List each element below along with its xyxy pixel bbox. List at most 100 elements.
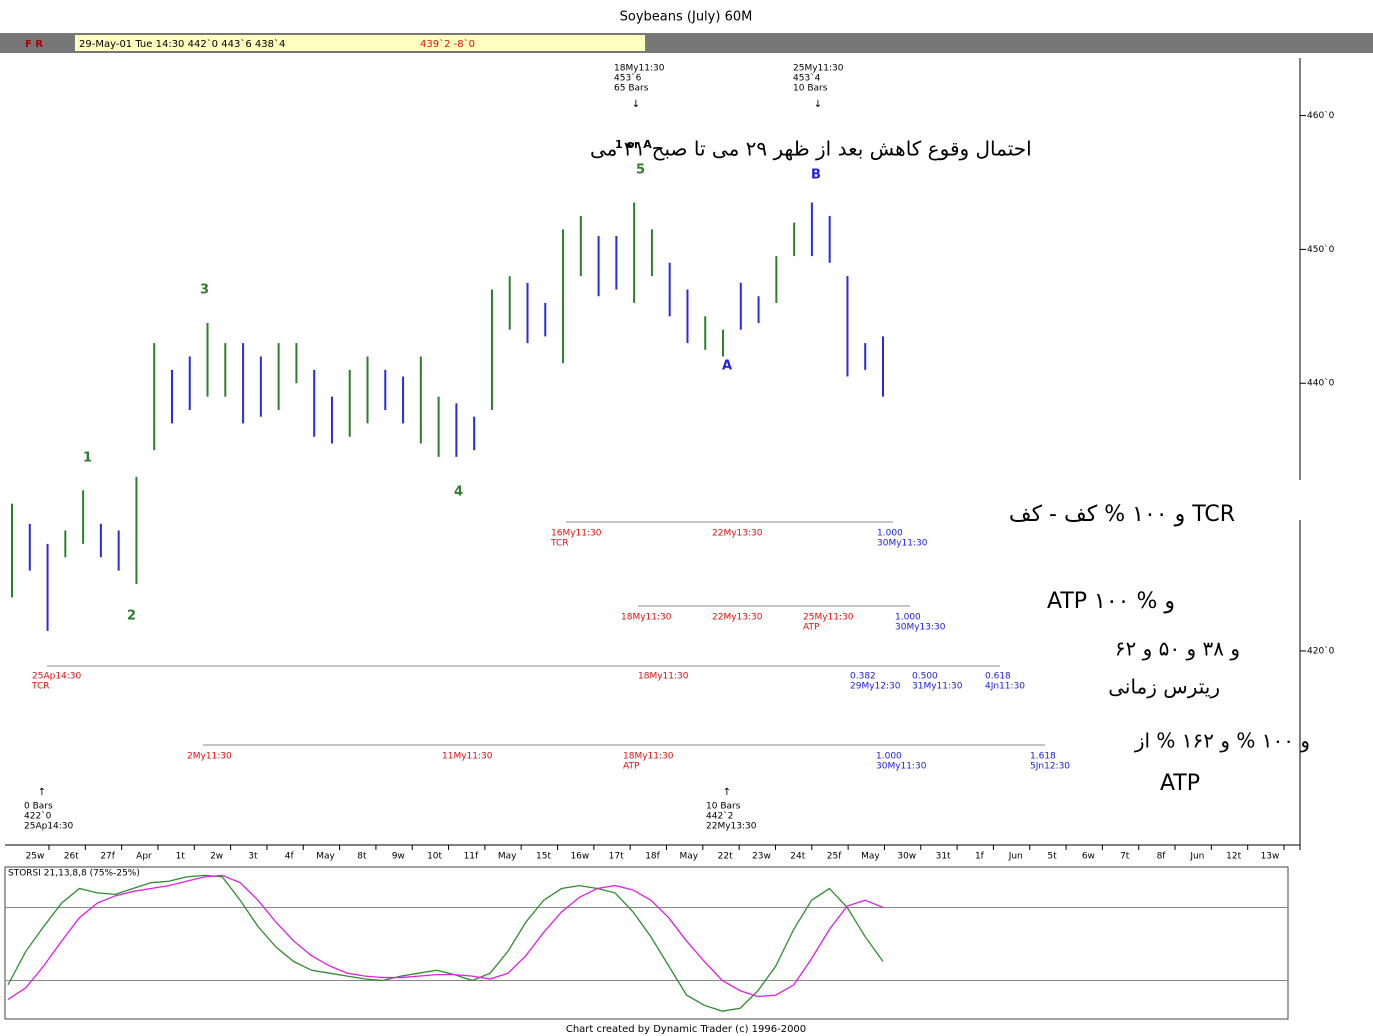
proj-label: ATP bbox=[803, 623, 820, 633]
proj-label: 2My11:30 bbox=[187, 752, 232, 762]
x-tick-label: 25w bbox=[26, 852, 45, 862]
x-tick-label: 15t bbox=[536, 852, 551, 862]
wave-label: 3 bbox=[200, 283, 209, 298]
x-tick-label: 1f bbox=[975, 852, 985, 862]
proj-label: 25My11:30 bbox=[803, 613, 854, 623]
x-tick-label: May bbox=[316, 852, 335, 862]
proj-label: 31My11:30 bbox=[912, 682, 963, 692]
proj-label: TCR bbox=[550, 539, 569, 549]
x-tick-label: 5t bbox=[1047, 852, 1057, 862]
wave-label: 2 bbox=[127, 609, 136, 624]
x-tick-label: 4f bbox=[285, 852, 295, 862]
osc-title: STORSI 21,13,8,8 (75%-25%) bbox=[8, 869, 140, 879]
marker-text: 22My13:30 bbox=[706, 822, 757, 832]
y-tick-label: 440`0 bbox=[1307, 378, 1335, 389]
proj-label: 22My13:30 bbox=[712, 529, 763, 539]
x-tick-label: 24t bbox=[790, 852, 805, 862]
proj-label: 18My11:30 bbox=[623, 752, 674, 762]
proj-label: 11My11:30 bbox=[442, 752, 493, 762]
x-tick-label: 16w bbox=[570, 852, 589, 862]
proj-note: و ۳۸ و ۵۰ و ۶۲ bbox=[1115, 637, 1240, 661]
y-tick-label: 460`0 bbox=[1307, 110, 1335, 121]
chart-title: Soybeans (July) 60M bbox=[620, 10, 753, 25]
x-tick-label: 6w bbox=[1082, 852, 1095, 862]
wave-label: 1 or A bbox=[615, 138, 652, 151]
x-tick-label: 3t bbox=[248, 852, 258, 862]
flags: F R bbox=[25, 39, 43, 50]
proj-label: ATP bbox=[623, 762, 640, 772]
proj-label: 18My11:30 bbox=[638, 672, 689, 682]
x-tick-label: 17t bbox=[609, 852, 624, 862]
proj-note: و ۱۰۰ % کف - کف TCR bbox=[1009, 502, 1235, 527]
x-tick-label: 9w bbox=[392, 852, 405, 862]
x-tick-label: Jun bbox=[1008, 852, 1023, 862]
proj-note: ATP ۱۰۰ % و bbox=[1047, 589, 1175, 614]
quote: 29-May-01 Tue 14:30 442`0 443`6 438`4 bbox=[79, 38, 285, 50]
wave-label: 4 bbox=[454, 485, 463, 500]
marker-text: 453`6 bbox=[614, 73, 642, 84]
arrow: ↑ bbox=[38, 787, 46, 798]
x-tick-label: 13w bbox=[1261, 852, 1280, 862]
marker-text: 453`4 bbox=[793, 73, 821, 84]
marker-text: 10 Bars bbox=[793, 84, 828, 94]
x-tick-label: May bbox=[498, 852, 517, 862]
osc-line bbox=[7, 874, 884, 1001]
proj-label: 1.000 bbox=[895, 613, 921, 623]
x-tick-label: 7t bbox=[1120, 852, 1130, 862]
x-tick-label: 11f bbox=[464, 852, 479, 862]
arrow: ↑ bbox=[723, 787, 731, 798]
proj-note: ریترس زمانی bbox=[1108, 675, 1220, 699]
proj-label: 0.382 bbox=[850, 672, 876, 682]
x-tick-label: Apr bbox=[136, 852, 152, 862]
x-tick-label: 23w bbox=[752, 852, 771, 862]
wave-label: A bbox=[722, 359, 732, 374]
x-tick-label: 18f bbox=[645, 852, 660, 862]
marker-text: 422`0 bbox=[24, 811, 52, 822]
marker-text: 18My11:30 bbox=[614, 64, 665, 74]
x-tick-label: 10t bbox=[427, 852, 442, 862]
marker-text: 10 Bars bbox=[706, 802, 741, 812]
quote-box bbox=[75, 35, 645, 51]
proj-label: 18My11:30 bbox=[621, 613, 672, 623]
x-tick-label: 30w bbox=[897, 852, 916, 862]
proj-label: 22My13:30 bbox=[712, 613, 763, 623]
projection-lines bbox=[47, 521, 1045, 746]
wave-labels: 1 2 3 4 5 1 or A A B bbox=[83, 138, 821, 624]
marker-text: 25Ap14:30 bbox=[24, 822, 74, 832]
proj-label: TCR bbox=[31, 682, 50, 692]
x-tick-label: 8t bbox=[357, 852, 367, 862]
quote-last: 439`2 -8`0 bbox=[420, 38, 475, 50]
marker-text: 442`2 bbox=[706, 811, 733, 822]
proj-label: 0.618 bbox=[985, 672, 1011, 682]
proj-label: 1.618 bbox=[1030, 752, 1056, 762]
footer: Chart created by Dynamic Trader (c) 1996… bbox=[566, 1024, 806, 1035]
x-tick-label: May bbox=[680, 852, 699, 862]
proj-label: 0.500 bbox=[912, 672, 938, 682]
arrow: ↓ bbox=[632, 99, 640, 110]
proj-label: 30My11:30 bbox=[876, 762, 927, 772]
proj-label: 25Ap14:30 bbox=[32, 672, 82, 682]
osc-line bbox=[7, 874, 884, 1012]
osc-panel bbox=[4, 866, 1289, 1020]
x-tick-label: 8f bbox=[1157, 852, 1167, 862]
x-tick-label: 12t bbox=[1226, 852, 1241, 862]
x-tick-label: 26t bbox=[64, 852, 79, 862]
proj-label: 29My12:30 bbox=[850, 682, 901, 692]
proj-label: 16My11:30 bbox=[551, 529, 602, 539]
x-tick-label: 1t bbox=[176, 852, 186, 862]
note: احتمال وقوع کاهش بعد از ظهر ۲۹ می تا صبح… bbox=[590, 137, 1032, 161]
proj-label: 4Jn11:30 bbox=[985, 682, 1025, 692]
proj-label: 1.000 bbox=[877, 529, 903, 539]
x-tick-label: 22t bbox=[718, 852, 733, 862]
marker-text: 65 Bars bbox=[614, 84, 649, 94]
x-tick-label: Jun bbox=[1189, 852, 1204, 862]
x-tick-label: 2w bbox=[210, 852, 223, 862]
proj-note: ATP bbox=[1160, 771, 1200, 796]
proj-label: 1.000 bbox=[876, 752, 902, 762]
x-tick-label: May bbox=[861, 852, 880, 862]
wave-label: 5 bbox=[636, 163, 645, 178]
x-tick-label: 27f bbox=[100, 852, 115, 862]
proj-label: 30My11:30 bbox=[877, 539, 928, 549]
wave-label: B bbox=[811, 168, 821, 183]
